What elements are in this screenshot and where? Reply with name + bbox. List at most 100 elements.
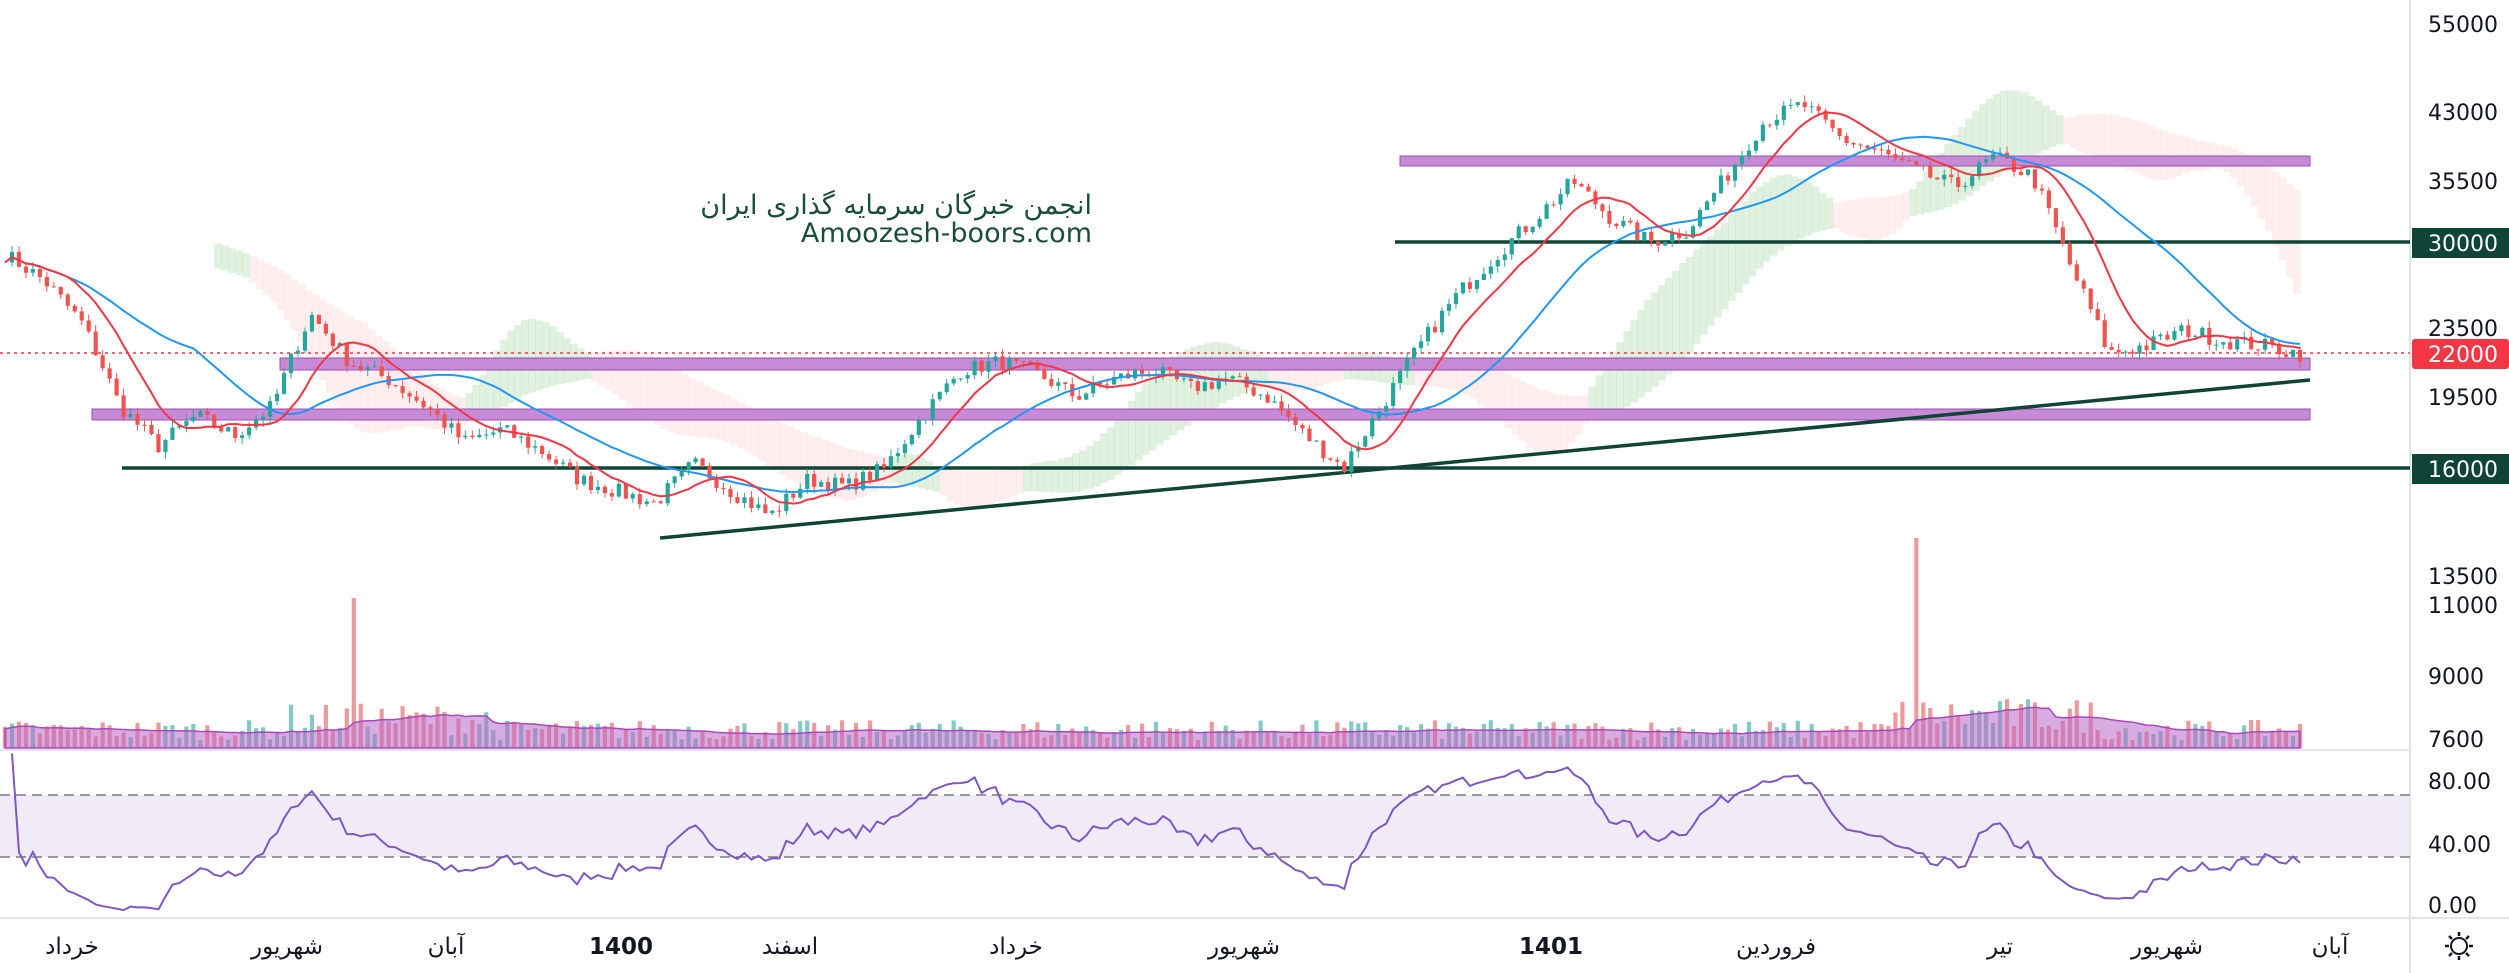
candle-body	[449, 423, 454, 428]
cloud-slice	[325, 303, 334, 393]
candle-body	[1579, 183, 1584, 187]
cloud-slice	[1916, 181, 1924, 215]
candle-body	[219, 427, 224, 432]
candle-body	[2249, 336, 2254, 350]
candle-body	[1788, 104, 1793, 106]
candle-body	[958, 378, 963, 380]
candle-body	[2290, 349, 2296, 357]
candle-body	[1091, 382, 1096, 394]
candle-body	[1767, 124, 1772, 126]
cloud-slice	[249, 256, 257, 283]
cloud-slice	[1246, 350, 1255, 391]
candle-body	[1614, 223, 1619, 227]
candle-body	[658, 501, 663, 504]
cloud-slice	[863, 453, 871, 496]
candle-body	[1879, 149, 1884, 151]
time-label-2: آبان	[428, 932, 466, 960]
cloud-slice	[918, 457, 927, 489]
candle-body	[156, 434, 161, 452]
badge-16000	[2412, 454, 2509, 484]
candle-body	[170, 427, 175, 440]
time-label-9: تیر	[1986, 934, 2013, 960]
candle-body	[484, 434, 489, 436]
candle-body	[1119, 373, 1124, 377]
candle-body	[1949, 174, 1954, 178]
ma-slow-line	[4, 135, 2301, 494]
volume-bar	[1900, 701, 1905, 748]
cloud-slice	[284, 274, 292, 321]
candle-body	[1474, 279, 1479, 289]
candle-body	[407, 392, 412, 397]
cloud-slice	[1030, 463, 1038, 492]
cloud-slice	[960, 470, 969, 508]
candle-body	[2109, 346, 2114, 350]
settings-gear-icon[interactable]	[2445, 932, 2473, 960]
candle-body	[1139, 370, 1145, 374]
cloud-slice	[814, 437, 822, 493]
candle-body	[1105, 384, 1110, 386]
candle-body	[1607, 210, 1612, 224]
candle-body	[1084, 393, 1089, 400]
zone-low[interactable]	[91, 408, 2311, 421]
cloud-slice	[876, 455, 885, 488]
candle-body	[644, 501, 649, 505]
zone-top[interactable]	[1399, 155, 2311, 167]
candle-body	[1537, 218, 1542, 227]
candle-body	[728, 489, 733, 498]
cloud-slice	[618, 350, 627, 401]
cloud-slice	[1602, 363, 1610, 417]
candle-body	[1063, 382, 1068, 385]
candle-body	[805, 474, 810, 489]
price-label-43000: 43000	[2428, 101, 2498, 126]
cloud-slice	[2209, 142, 2217, 168]
ascending-trendline[interactable]	[659, 378, 2311, 540]
candle-body	[1732, 164, 1738, 181]
candle-body	[1893, 154, 1898, 159]
candle-body	[2172, 331, 2177, 340]
candle-body	[86, 320, 91, 332]
candle-body	[288, 353, 294, 374]
cloud-slice	[1093, 441, 1101, 487]
candle-body	[1014, 358, 1019, 362]
candle-body	[1600, 204, 1605, 211]
cloud-slice	[2139, 122, 2148, 176]
candle-body	[309, 314, 315, 332]
time-label-0: خرداد	[45, 934, 99, 960]
candle-body	[533, 446, 538, 448]
candle-body	[379, 366, 384, 377]
candle-body	[1328, 458, 1333, 460]
rsi-label-40: 40.00	[2428, 833, 2491, 858]
candle-body	[1872, 148, 1877, 150]
candle-body	[1704, 201, 1710, 210]
candle-body	[1272, 401, 1277, 403]
zone-mid[interactable]	[279, 357, 2311, 371]
candle-body	[442, 414, 447, 428]
cloud-slice	[1811, 186, 1820, 233]
candle-body	[1809, 106, 1814, 108]
candle-body	[351, 365, 356, 367]
cloud-slice	[1072, 453, 1080, 492]
candle-body	[2221, 342, 2226, 345]
cloud-slice	[2146, 125, 2155, 179]
rsi-label-80: 80.00	[2428, 770, 2491, 795]
candle-body	[581, 475, 587, 485]
candle-body	[212, 414, 217, 428]
cloud-slice	[1804, 181, 1813, 236]
candle-body	[281, 373, 287, 394]
cloud-slice	[549, 326, 557, 387]
cloud-slice	[995, 469, 1004, 502]
candle-body	[1921, 165, 1926, 167]
cloud-slice	[486, 362, 494, 416]
cloud-slice	[2286, 183, 2294, 278]
candle-body	[2067, 243, 2072, 265]
cloud-slice	[472, 384, 480, 421]
cloud-slice	[2013, 90, 2022, 164]
cloud-slice	[1797, 178, 1806, 239]
candle-body	[1251, 387, 1256, 396]
cloud-slice	[1476, 364, 1485, 405]
candle-body	[1460, 282, 1466, 294]
candle-body	[1188, 378, 1193, 382]
cloud-slice	[1295, 355, 1304, 391]
cloud-slice	[1162, 363, 1171, 440]
